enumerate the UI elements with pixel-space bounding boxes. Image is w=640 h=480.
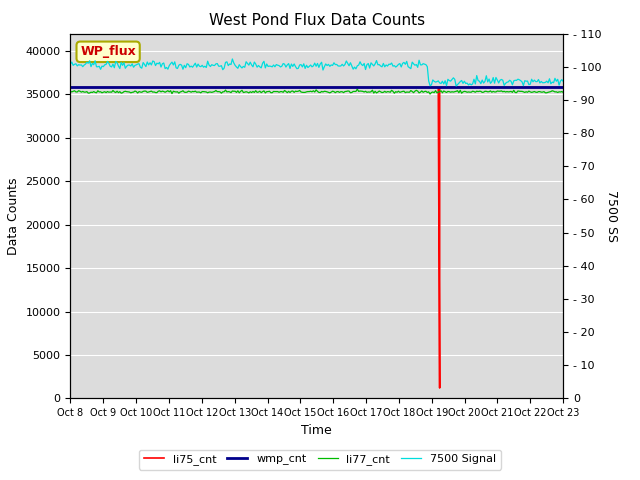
li75_cnt [67,84,74,90]
li77_cnt [67,89,74,95]
li77_cnt [127,90,134,96]
li75_cnt [436,385,444,391]
wmp_cnt [532,84,540,90]
wmp_cnt [559,84,567,90]
li75_cnt [424,84,431,90]
7500 Signal [231,62,239,68]
Line: 7500 Signal: 7500 Signal [70,59,563,86]
7500 Signal [534,77,542,83]
li75_cnt [495,84,502,90]
li77_cnt [213,89,221,95]
li77_cnt [426,91,434,97]
wmp_cnt [230,84,237,90]
li77_cnt [238,87,246,93]
Line: li75_cnt: li75_cnt [70,87,563,388]
Y-axis label: 7500 SS: 7500 SS [605,190,618,242]
Line: li77_cnt: li77_cnt [70,89,563,94]
wmp_cnt [127,84,134,90]
li75_cnt [436,385,444,391]
Title: West Pond Flux Data Counts: West Pond Flux Data Counts [209,13,425,28]
7500 Signal [559,79,567,84]
li77_cnt [230,88,237,94]
li75_cnt [433,84,441,90]
wmp_cnt [213,84,221,90]
wmp_cnt [238,84,246,90]
li75_cnt [238,84,246,90]
li75_cnt [323,84,331,90]
wmp_cnt [67,84,74,90]
7500 Signal [284,62,291,68]
Legend: li75_cnt, wmp_cnt, li77_cnt, 7500 Signal: li75_cnt, wmp_cnt, li77_cnt, 7500 Signal [140,450,500,469]
7500 Signal [452,83,460,89]
7500 Signal [239,63,247,69]
Text: WP_flux: WP_flux [80,45,136,58]
7500 Signal [228,56,236,62]
7500 Signal [67,61,74,67]
X-axis label: Time: Time [301,424,332,437]
wmp_cnt [282,84,290,90]
li77_cnt [353,86,361,92]
Y-axis label: Data Counts: Data Counts [7,177,20,255]
li77_cnt [534,89,542,95]
li75_cnt [559,84,567,90]
7500 Signal [213,60,221,66]
li77_cnt [282,89,290,95]
li77_cnt [559,89,567,95]
7500 Signal [127,63,134,69]
